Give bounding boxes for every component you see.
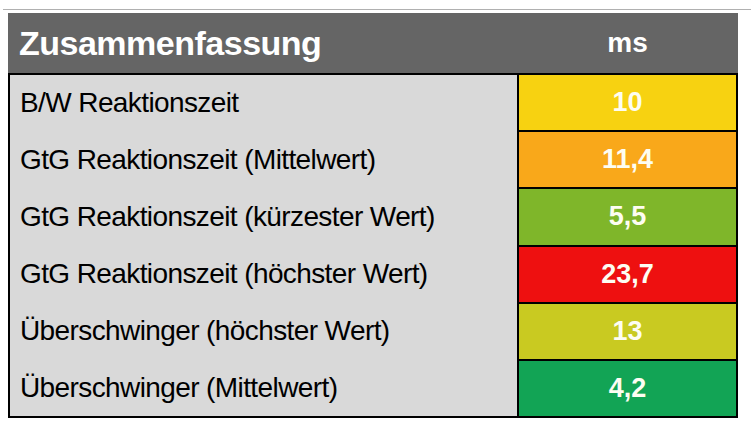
row-label-gtg-mittelwert: GtG Reaktionszeit (Mittelwert) — [10, 132, 517, 189]
label-column: B/W Reaktionszeit GtG Reaktionszeit (Mit… — [10, 75, 517, 416]
top-divider-line — [3, 9, 751, 10]
unit-column-header: ms — [517, 27, 738, 59]
row-label-ueberschwinger-mittel: Überschwinger (Mittelwert) — [10, 359, 517, 416]
value-column: 10 11,4 5,5 23,7 13 4,2 — [517, 75, 736, 416]
table-title: Zusammenfassung — [8, 24, 517, 63]
row-label-gtg-kuerzester-wert: GtG Reaktionszeit (kürzester Wert) — [10, 189, 517, 246]
row-label-ueberschwinger-hoechst: Überschwinger (höchster Wert) — [10, 302, 517, 359]
row-label-bw-reaktionszeit: B/W Reaktionszeit — [10, 75, 517, 132]
row-label-gtg-hoechster-wert: GtG Reaktionszeit (höchster Wert) — [10, 245, 517, 302]
value-cell-gtg-hoechster-wert: 23,7 — [519, 247, 736, 304]
summary-table: Zusammenfassung ms B/W Reaktionszeit GtG… — [8, 13, 738, 418]
value-cell-ueberschwinger-hoechst: 13 — [519, 304, 736, 361]
table-header-row: Zusammenfassung ms — [8, 13, 738, 73]
value-cell-gtg-mittelwert: 11,4 — [519, 132, 736, 189]
page: Zusammenfassung ms B/W Reaktionszeit GtG… — [0, 0, 754, 430]
table-body: B/W Reaktionszeit GtG Reaktionszeit (Mit… — [8, 73, 738, 418]
value-cell-gtg-kuerzester-wert: 5,5 — [519, 189, 736, 246]
value-cell-ueberschwinger-mittel: 4,2 — [519, 361, 736, 416]
value-cell-bw-reaktionszeit: 10 — [519, 75, 736, 132]
